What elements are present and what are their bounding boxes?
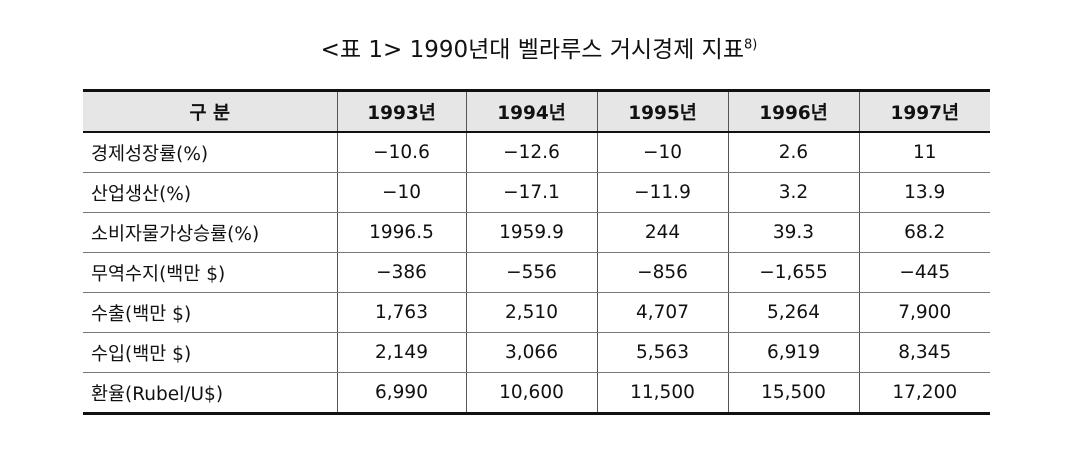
value-cell: −1,655	[727, 252, 860, 293]
value-cell: 1996.5	[336, 212, 467, 253]
value-cell: −445	[858, 252, 990, 293]
value-cell: 68.2	[858, 212, 990, 253]
value-cell: 10,600	[465, 372, 598, 415]
row-label: 수출(백만 $)	[83, 292, 338, 333]
value-cell: −556	[465, 252, 598, 293]
header-cell: 1994년	[465, 90, 598, 132]
table-header: 구 분 1993년 1994년 1995년 1996년 1997년	[83, 90, 990, 132]
header-cell: 구 분	[83, 90, 338, 132]
value-cell: 11,500	[596, 372, 729, 415]
header-cell: 1995년	[596, 90, 729, 132]
table-body: 경제성장률(%) −10.6 −12.6 −10 2.6 11 산업생산(%) −10 −17.…	[83, 132, 990, 415]
value-cell: 8,345	[858, 332, 990, 373]
value-cell: −17.1	[465, 172, 598, 213]
table-row: 산업생산(%) −10 −17.1 −11.9 3.2 13.9	[83, 172, 990, 213]
value-cell: 7,900	[858, 292, 990, 333]
value-cell: 3.2	[727, 172, 860, 213]
row-label: 소비자물가상승률(%)	[83, 212, 338, 253]
value-cell: 4,707	[596, 292, 729, 333]
value-cell: 5,563	[596, 332, 729, 373]
value-cell: −10	[336, 172, 467, 213]
footnote-ref: 8)	[744, 37, 758, 53]
table-row: 환율(Rubel/U$) 6,990 10,600 11,500 15,500 17,20…	[83, 372, 990, 415]
table-row: 경제성장률(%) −10.6 −12.6 −10 2.6 11	[83, 132, 990, 173]
value-cell: 11	[858, 132, 990, 173]
value-cell: −386	[336, 252, 467, 293]
value-cell: 1959.9	[465, 212, 598, 253]
header-cell: 1996년	[727, 90, 860, 132]
value-cell: 1,763	[336, 292, 467, 333]
value-cell: 15,500	[727, 372, 860, 415]
row-label: 경제성장률(%)	[83, 132, 338, 173]
row-label: 환율(Rubel/U$)	[83, 372, 338, 415]
data-table: 구 분 1993년 1994년 1995년 1996년 1997년 경제성장률(%) −10…	[83, 89, 990, 415]
value-cell: −10	[596, 132, 729, 173]
row-label: 무역수지(백만 $)	[83, 252, 338, 293]
value-cell: −11.9	[596, 172, 729, 213]
header-cell: 1993년	[336, 90, 467, 132]
value-cell: 5,264	[727, 292, 860, 333]
table-row: 무역수지(백만 $) −386 −556 −856 −1,655 −445	[83, 252, 990, 293]
value-cell: −12.6	[465, 132, 598, 173]
header-cell: 1997년	[858, 90, 990, 132]
value-cell: −856	[596, 252, 729, 293]
table-row: 수출(백만 $) 1,763 2,510 4,707 5,264 7,900	[83, 292, 990, 333]
value-cell: 17,200	[858, 372, 990, 415]
value-cell: −10.6	[336, 132, 467, 173]
value-cell: 39.3	[727, 212, 860, 253]
value-cell: 2,510	[465, 292, 598, 333]
title-block: <표 1> 1990년대 벨라루스 거시경제 지표8)	[0, 30, 1078, 64]
value-cell: 2.6	[727, 132, 860, 173]
value-cell: 6,919	[727, 332, 860, 373]
value-cell: 13.9	[858, 172, 990, 213]
table-row: 소비자물가상승률(%) 1996.5 1959.9 244 39.3 68.2	[83, 212, 990, 253]
value-cell: 6,990	[336, 372, 467, 415]
row-label: 수입(백만 $)	[83, 332, 338, 373]
row-label: 산업생산(%)	[83, 172, 338, 213]
value-cell: 3,066	[465, 332, 598, 373]
value-cell: 2,149	[336, 332, 467, 373]
table-row: 수입(백만 $) 2,149 3,066 5,563 6,919 8,345	[83, 332, 990, 373]
table-title: <표 1> 1990년대 벨라루스 거시경제 지표	[320, 37, 744, 63]
header-row: 구 분 1993년 1994년 1995년 1996년 1997년	[83, 90, 990, 132]
value-cell: 244	[596, 212, 729, 253]
